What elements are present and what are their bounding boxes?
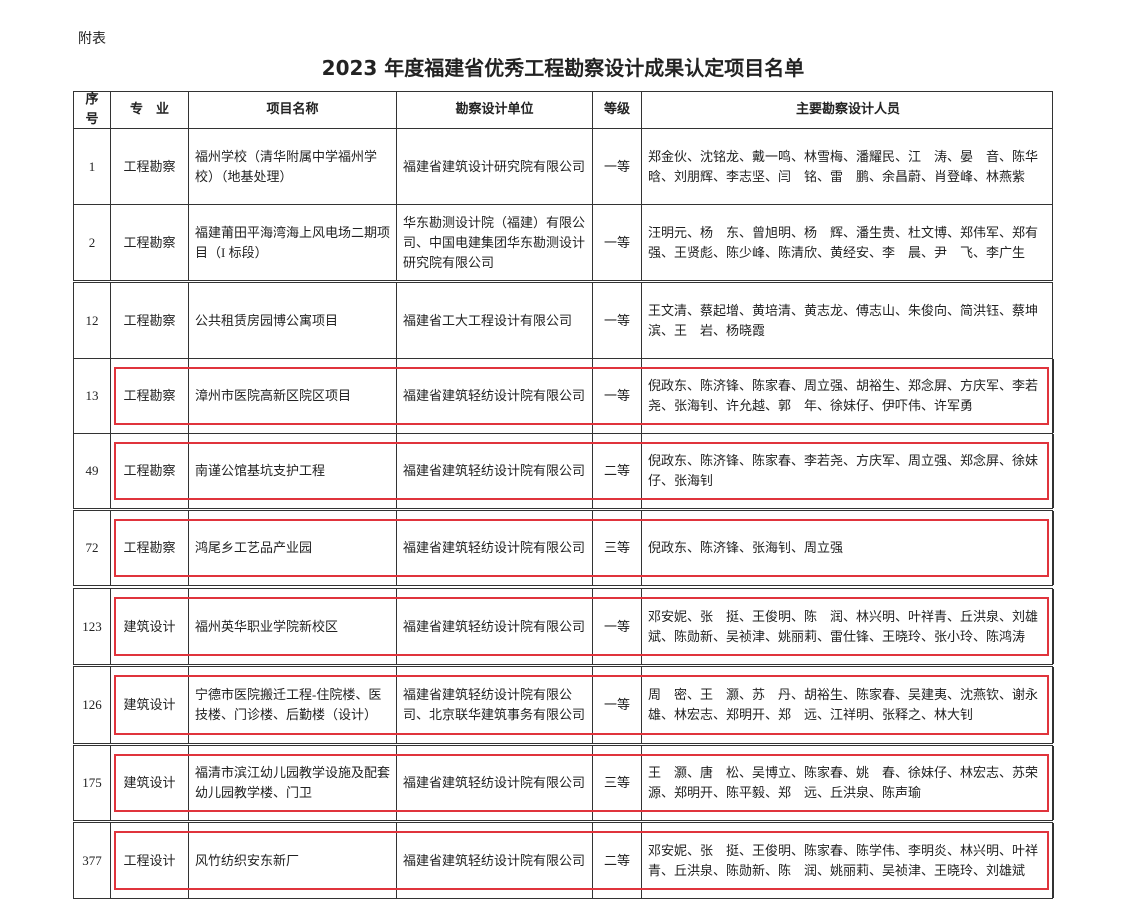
table-cell: 377 [74, 823, 111, 898]
table-row: 2 工程勘察 福建莆田平海湾海上风电场二期项目（I 标段） 华东勘测设计院（福建）有限… [73, 204, 1053, 281]
table-cell: 邓安妮、张 挺、王俊明、陈 润、林兴明、叶祥青、丘洪泉、刘雄斌、陈勋新、吴祯津、… [642, 589, 1054, 664]
table-cell: 1 [74, 129, 111, 204]
table-cell: 郑金伙、沈铭龙、戴一鸣、林雪梅、潘耀民、江 涛、晏 音、陈华晗、刘朋辉、李志坚、… [648, 148, 1039, 184]
table-cell: 邓安妮、张 挺、王俊明、陈家春、陈学伟、李明炎、林兴明、叶祥青、丘洪泉、陈勋新、… [642, 823, 1054, 898]
column-header: 主要勘察设计人员 [795, 102, 900, 117]
table-cell: 13 [74, 359, 111, 433]
table-row: 126 建筑设计 宁德市医院搬迁工程-住院楼、医技楼、门诊楼、后勤楼（设计） 福建省建… [73, 666, 1054, 744]
table-cell: 倪政东、陈济锋、张海钊、周立强 [642, 511, 1054, 585]
column-header: 等级 [593, 92, 642, 128]
table-cell: 福建省建筑轻纺设计院有限公司 [397, 359, 593, 433]
table-cell: 福建省建筑轻纺设计院有限公司 [397, 434, 593, 508]
table-cell: 一等 [593, 359, 642, 433]
table-cell: 王 灏、唐 松、吴博立、陈家春、姚 春、徐妹仔、林宏志、苏荣源、郑明开、陈平毅、… [642, 746, 1054, 820]
table-cell: 三等 [593, 511, 642, 585]
column-header: 专 业 [111, 92, 189, 128]
table-cell: 一等 [593, 129, 642, 204]
table-cell: 126 [74, 667, 111, 743]
table-cell: 工程设计 [111, 823, 189, 898]
table-cell: 工程勘察 [111, 129, 189, 204]
table-cell: 风竹纺织安东新厂 [189, 823, 397, 898]
table-cell: 汪明元、杨 东、曾旭明、杨 辉、潘生贵、杜文博、郑伟军、郑有强、王贤彪、陈少峰、… [648, 224, 1039, 260]
table-cell: 2 [74, 205, 111, 280]
table-cell: 建筑设计 [111, 667, 189, 743]
table-cell: 鸿尾乡工艺品产业园 [189, 511, 397, 585]
table-row: 377 工程设计 风竹纺织安东新厂 福建省建筑轻纺设计院有限公司 二等 邓安妮、张 挺、王… [73, 822, 1054, 899]
table-cell: 一等 [593, 667, 642, 743]
table-cell: 福州学校（清华附属中学福州学校）（地基处理） [189, 129, 397, 204]
table-cell: 漳州市医院高新区院区项目 [189, 359, 397, 433]
table-cell: 周 密、王 灏、苏 丹、胡裕生、陈家春、吴建夷、沈燕钦、谢永雄、林宏志、郑明开、… [642, 667, 1054, 743]
table-row: 49 工程勘察 南谨公馆基坑支护工程 福建省建筑轻纺设计院有限公司 二等 倪政东、陈济锋、… [73, 433, 1054, 509]
table-cell: 123 [74, 589, 111, 664]
table-cell: 三等 [593, 746, 642, 820]
table-cell: 公共租赁房园博公寓项目 [189, 283, 397, 358]
table-cell: 福清市滨江幼儿园教学设施及配套幼儿园教学楼、门卫 [189, 746, 397, 820]
table-cell: 工程勘察 [111, 283, 189, 358]
table-cell: 二等 [593, 823, 642, 898]
table-cell: 华东勘测设计院（福建）有限公司、中国电建集团华东勘测设计研究院有限公司 [397, 205, 593, 280]
table-cell: 工程勘察 [111, 511, 189, 585]
table-cell: 175 [74, 746, 111, 820]
table-cell: 一等 [593, 283, 642, 358]
column-header: 勘察设计单位 [397, 92, 593, 128]
table-row: 12 工程勘察 公共租赁房园博公寓项目 福建省工大工程设计有限公司 一等 王文清、蔡起增、… [73, 282, 1053, 359]
table-cell: 工程勘察 [111, 434, 189, 508]
table-cell: 倪政东、陈济锋、陈家春、周立强、胡裕生、郑念屏、方庆军、李若尧、张海钊、许允越、… [642, 359, 1054, 433]
table-cell: 一等 [593, 589, 642, 664]
title: 2023 年度福建省优秀工程勘察设计成果认定项目名单 [321, 56, 805, 80]
table-row: 13 工程勘察 漳州市医院高新区院区项目 福建省建筑轻纺设计院有限公司 一等 倪政东、陈济… [73, 358, 1054, 434]
table-cell: 福建省工大工程设计有限公司 [397, 283, 593, 358]
table-cell: 工程勘察 [111, 359, 189, 433]
table-cell: 建筑设计 [111, 746, 189, 820]
table-cell: 福建省建筑轻纺设计院有限公司 [397, 746, 593, 820]
table-row: 175 建筑设计 福清市滨江幼儿园教学设施及配套幼儿园教学楼、门卫 福建省建筑轻纺设计… [73, 745, 1054, 821]
table-cell: 12 [74, 283, 111, 358]
column-header: 序号 [74, 92, 111, 128]
table-cell: 宁德市医院搬迁工程-住院楼、医技楼、门诊楼、后勤楼（设计） [189, 667, 397, 743]
column-header: 项目名称 [189, 92, 397, 128]
table-cell: 王文清、蔡起增、黄培清、黄志龙、傅志山、朱俊向、简洪钰、蔡坤滨、王 岩、杨晓霞 [648, 302, 1039, 338]
table-cell: 工程勘察 [111, 205, 189, 280]
table-row: 72 工程勘察 鸿尾乡工艺品产业园 福建省建筑轻纺设计院有限公司 三等 倪政东、陈济锋、张… [73, 510, 1054, 586]
table-cell: 福建省建筑轻纺设计院有限公司、北京联华建筑事务有限公司 [397, 667, 593, 743]
table-cell: 建筑设计 [111, 589, 189, 664]
table-cell: 南谨公馆基坑支护工程 [189, 434, 397, 508]
table-cell: 二等 [593, 434, 642, 508]
table-row: 1 工程勘察 福州学校（清华附属中学福州学校）（地基处理） 福建省建筑设计研究院有限公… [73, 128, 1053, 205]
table-cell: 福建省建筑设计研究院有限公司 [397, 129, 593, 204]
table-cell: 72 [74, 511, 111, 585]
table-row: 123 建筑设计 福州英华职业学院新校区 福建省建筑轻纺设计院有限公司 一等 邓安妮、张 … [73, 588, 1054, 665]
table-cell: 49 [74, 434, 111, 508]
table-cell: 一等 [593, 205, 642, 280]
table-cell: 福州英华职业学院新校区 [189, 589, 397, 664]
note: 附表 [78, 32, 106, 47]
table-cell: 福建省建筑轻纺设计院有限公司 [397, 511, 593, 585]
header-row: 序号专 业项目名称 勘察设计单位 等级 主要勘察设计人员 [73, 91, 1053, 129]
table-cell: 倪政东、陈济锋、陈家春、李若尧、方庆军、周立强、郑念屏、徐妹仔、张海钊 [642, 434, 1054, 508]
table-cell: 福建莆田平海湾海上风电场二期项目（I 标段） [189, 205, 397, 280]
table-cell: 福建省建筑轻纺设计院有限公司 [397, 589, 593, 664]
table-cell: 福建省建筑轻纺设计院有限公司 [397, 823, 593, 898]
